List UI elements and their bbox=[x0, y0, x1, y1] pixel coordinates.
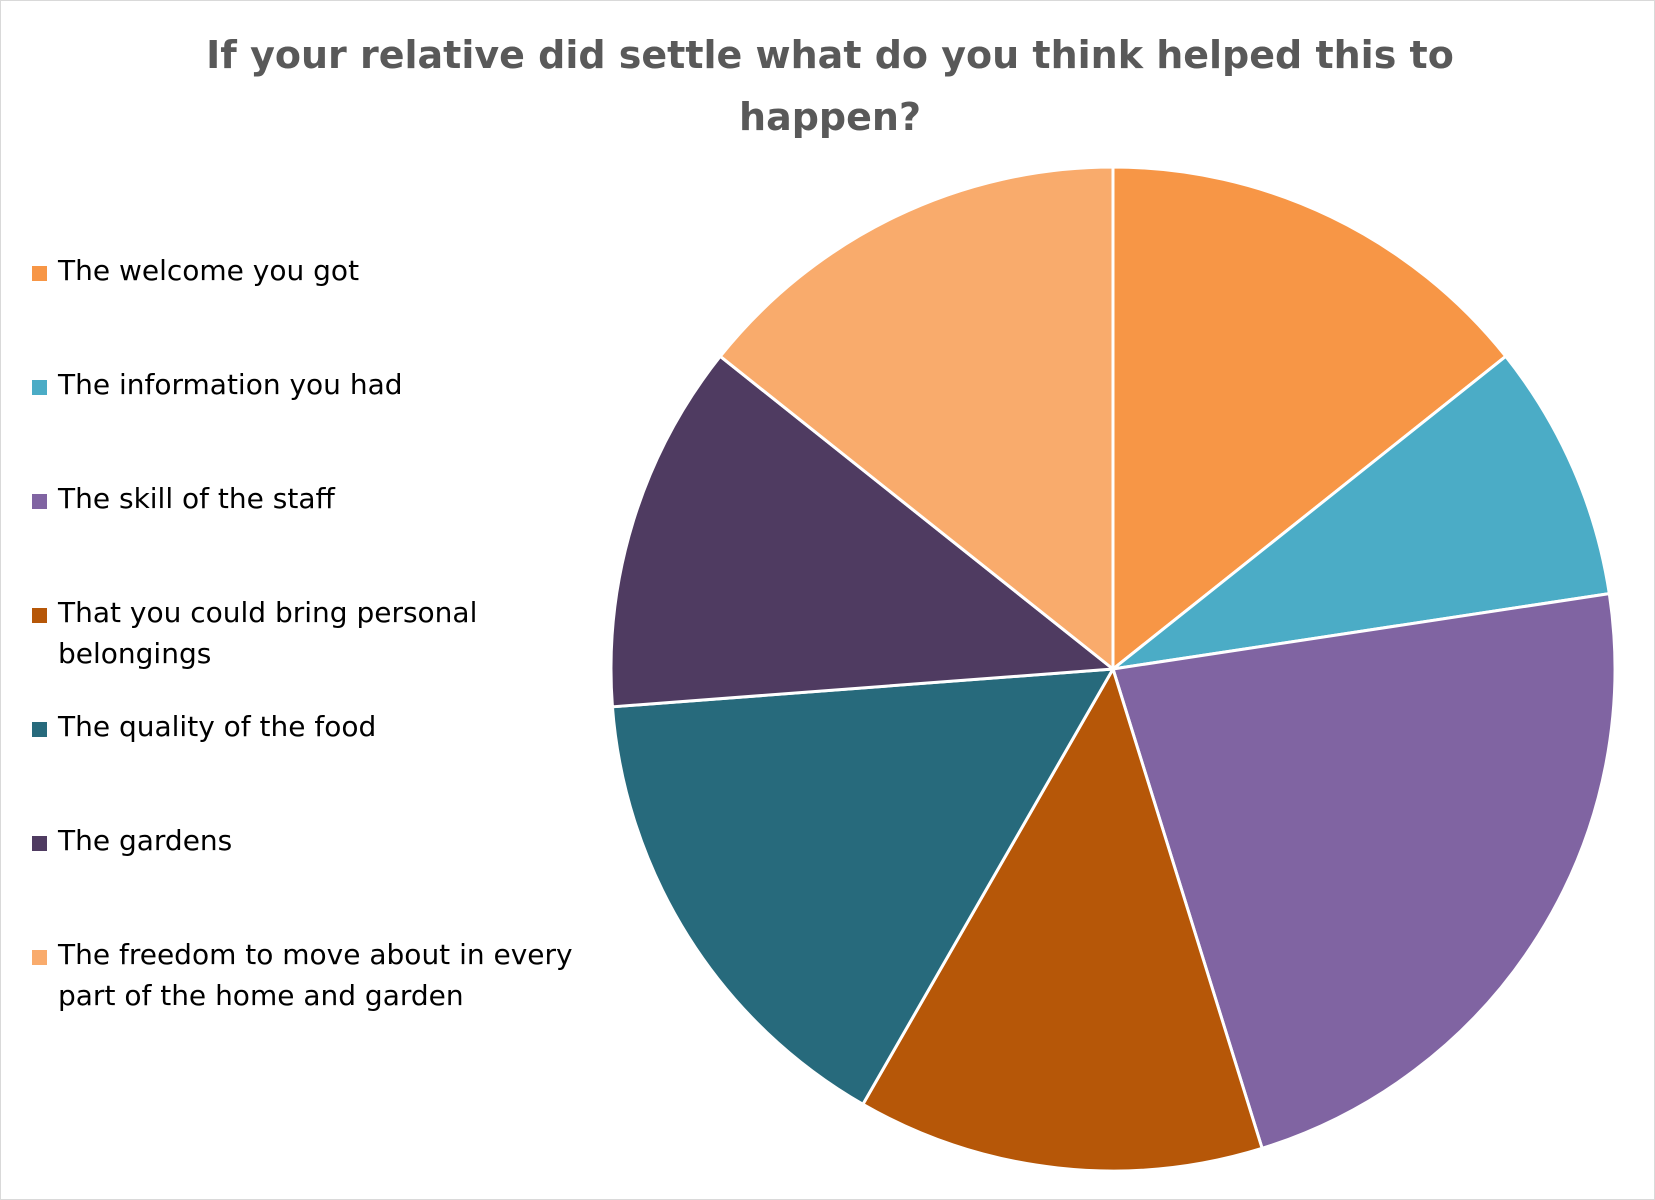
chart-title: If your relative did settle what do you … bbox=[206, 33, 1454, 139]
pie-slice-welcome bbox=[1111, 165, 1508, 671]
legend-swatch-welcome bbox=[32, 266, 47, 281]
legend-label-staff-skill: The skill of the staff bbox=[58, 482, 335, 515]
legend-label-information: The information you had bbox=[58, 368, 403, 401]
legend-label-gardens: The gardens bbox=[58, 824, 233, 857]
pie-slice-belongings bbox=[861, 667, 1264, 1173]
legend-label-welcome: The welcome you got bbox=[58, 254, 360, 287]
legend-label-food: The quality of the food bbox=[58, 710, 377, 743]
pie-slice-information bbox=[1111, 354, 1611, 671]
pie-slices bbox=[609, 165, 1617, 1173]
legend-swatch-food bbox=[32, 722, 47, 737]
legend-swatch-freedom bbox=[32, 950, 47, 965]
pie-slice-freedom bbox=[718, 165, 1115, 671]
legend-swatch-belongings bbox=[32, 608, 47, 623]
legend-swatch-information bbox=[32, 380, 47, 395]
legend-swatch-gardens bbox=[32, 836, 47, 851]
legend-label-freedom: The freedom to move about in every part … bbox=[58, 938, 573, 1012]
pie-slice-gardens bbox=[609, 354, 1115, 709]
legend-swatch-staff-skill bbox=[32, 494, 47, 509]
legend-label-belongings: That you could bring personal belongings bbox=[58, 596, 478, 670]
pie-slice-staff-skill bbox=[1111, 592, 1617, 1150]
pie-slice-food bbox=[610, 667, 1115, 1106]
